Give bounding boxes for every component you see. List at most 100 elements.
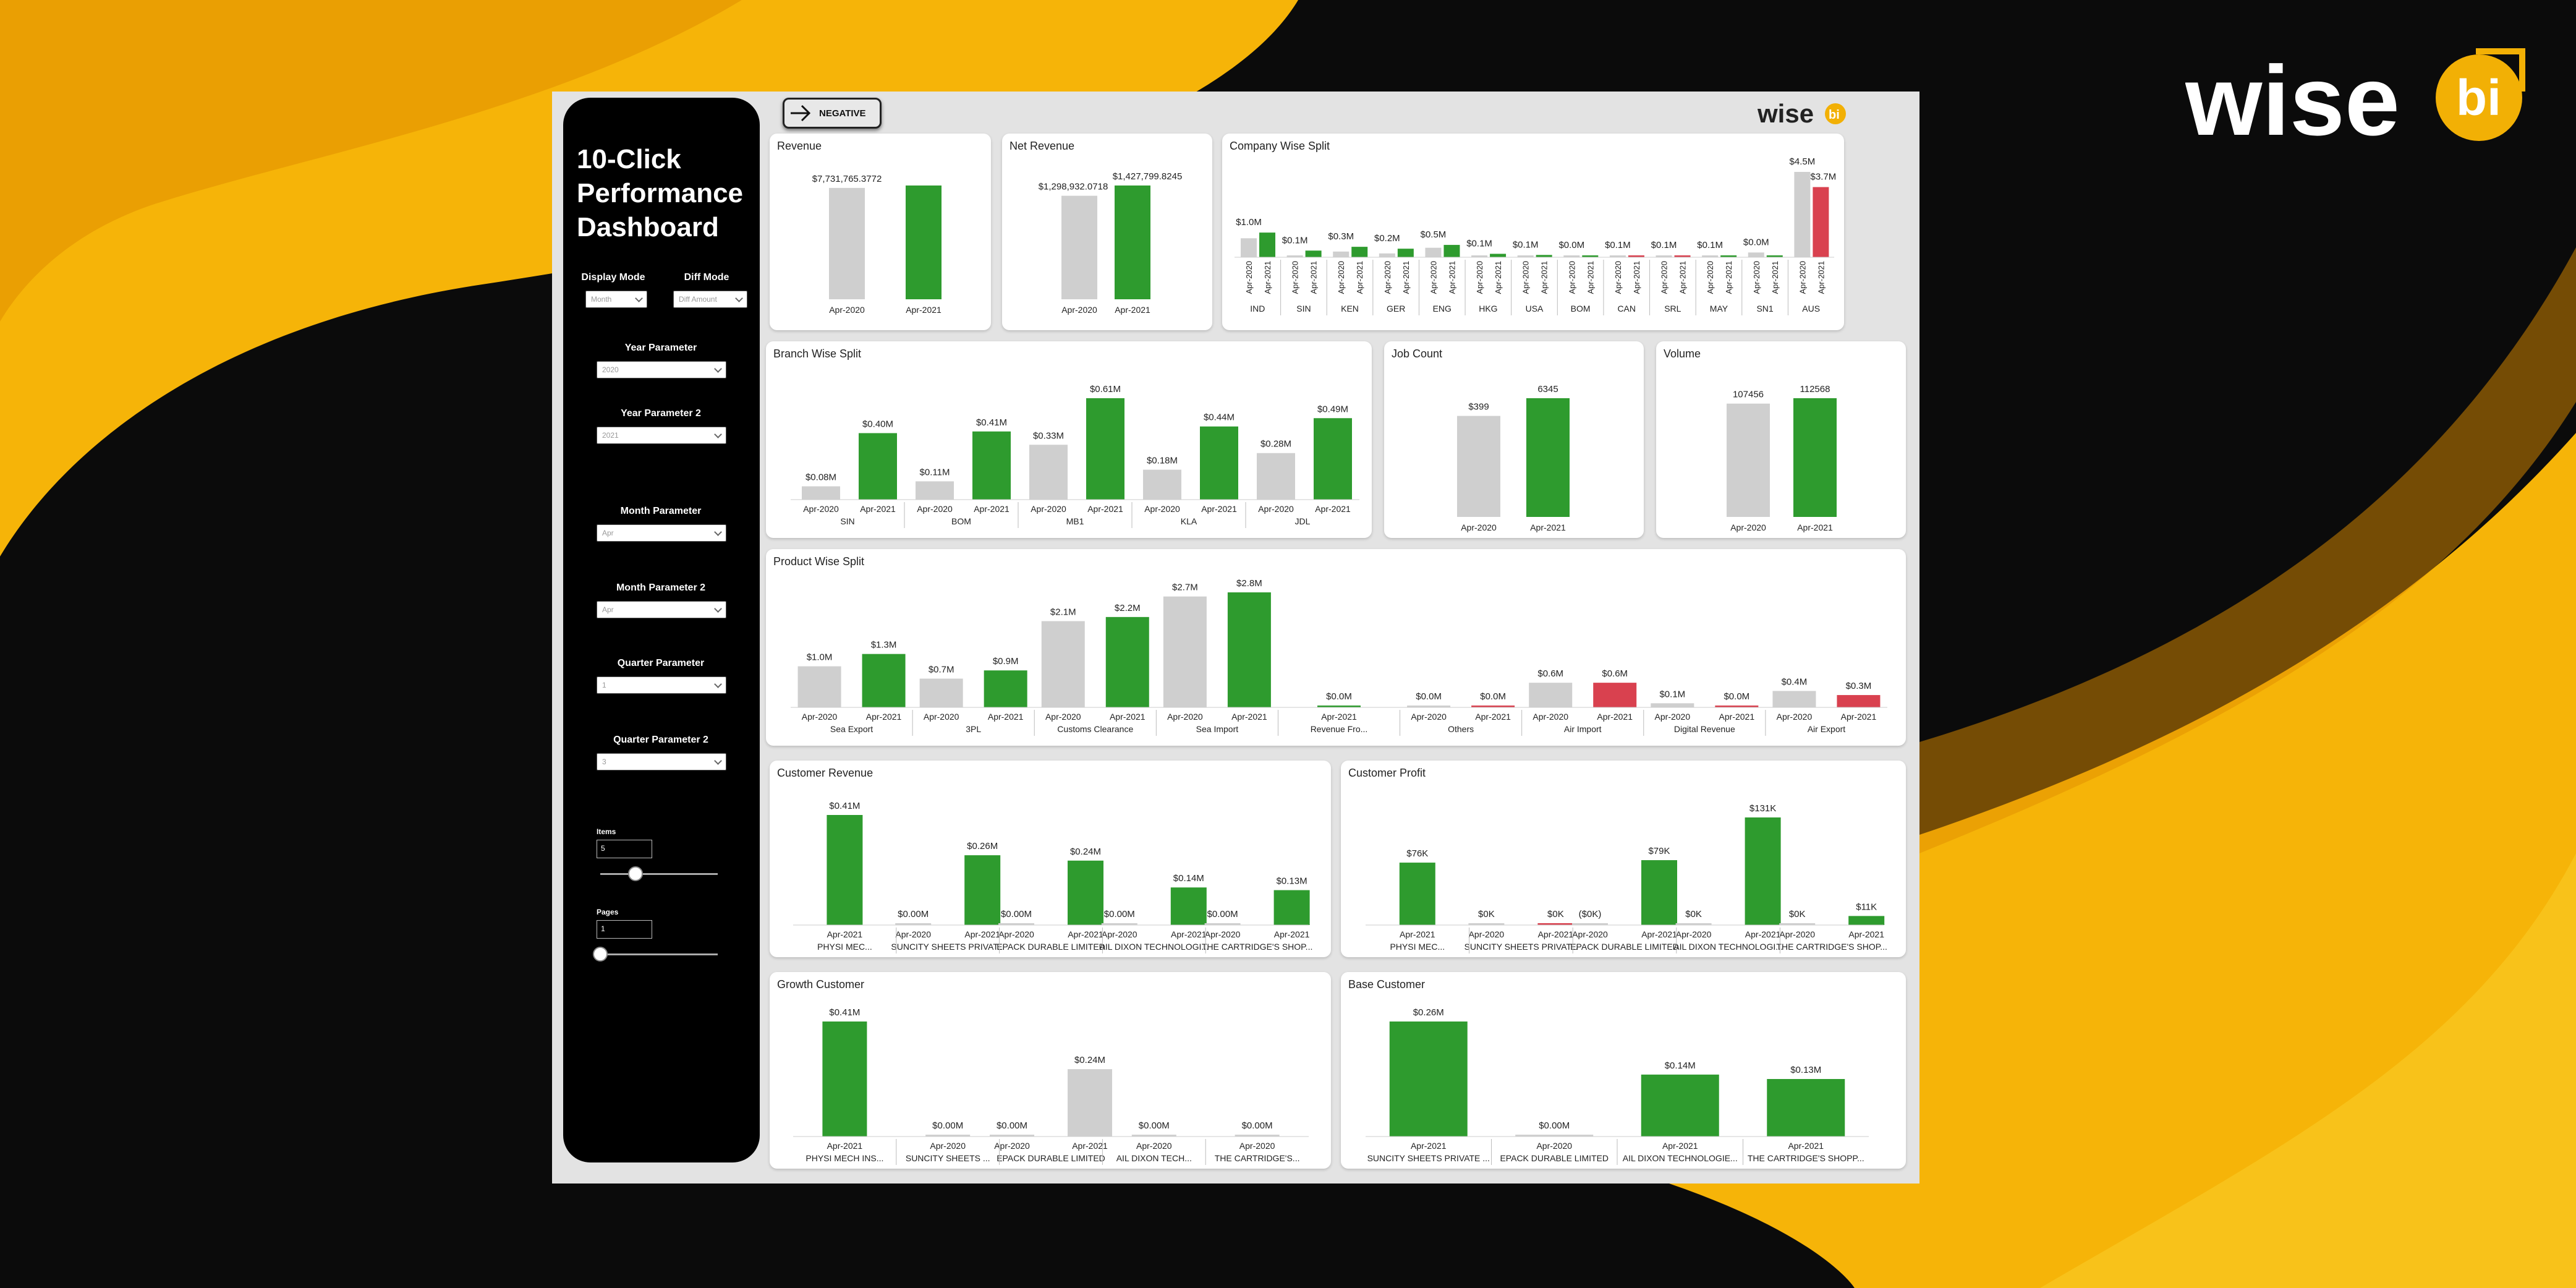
group-label: AIL DIXON TECHNOLOGIE...	[1623, 1153, 1738, 1163]
data-label: $79K	[1648, 846, 1670, 856]
diff-mode-select[interactable]: Diff Amount	[673, 291, 747, 308]
bar	[1572, 923, 1608, 925]
items-input[interactable]: 5	[597, 840, 652, 858]
branch-split-chart: $0.08M Apr-2020 $0.40M Apr-2021 SIN $0.11M Apr…	[791, 384, 1359, 528]
data-label: $0K	[1685, 909, 1702, 919]
x-tick-label: Apr-2021	[974, 504, 1010, 514]
job-count-chart: $399 Apr-2020 6345 Apr-2021	[1457, 384, 1570, 532]
x-tick-label: Apr-2021	[1274, 929, 1310, 939]
bar	[1794, 172, 1811, 257]
x-tick-label: Apr-2020	[1291, 261, 1300, 294]
data-label: $0.41M	[829, 1007, 860, 1018]
bar	[1105, 616, 1149, 707]
group-label: PHYSI MEC...	[1390, 942, 1445, 952]
month-parameter-select[interactable]: Apr	[597, 524, 726, 542]
x-tick-label: Apr-2021	[1171, 929, 1207, 939]
bar	[1471, 706, 1515, 707]
data-label: $0.18M	[1147, 456, 1178, 466]
display-mode-select[interactable]: Month	[585, 291, 647, 308]
data-label: $7,731,765.3772	[812, 174, 882, 184]
bar	[1379, 253, 1395, 257]
year-parameter-select[interactable]: 2020	[597, 361, 726, 378]
x-tick-label: Apr-2021	[827, 929, 863, 939]
x-tick-label: Apr-2020	[803, 504, 839, 514]
wise-logo: wise bi	[1758, 99, 1846, 127]
group-label: Customs Clearance	[1057, 724, 1133, 734]
group-label: Revenue Fro...	[1311, 724, 1368, 734]
pages-slider-handle[interactable]	[593, 947, 608, 962]
pages-input[interactable]: 1	[597, 920, 652, 939]
x-tick-label: Apr-2021	[988, 712, 1024, 722]
quarter-parameter-select[interactable]: 1	[597, 676, 726, 694]
x-tick-label: Apr-2021	[1411, 1141, 1447, 1151]
data-label: $0.1M	[1659, 689, 1685, 699]
group-label: AIL DIXON TECHNOLOGI...	[1100, 942, 1209, 952]
data-label: $0.0M	[1416, 691, 1442, 702]
data-label: $0.40M	[862, 419, 893, 429]
bar	[1779, 923, 1816, 925]
quarter-parameter-2-label: Quarter Parameter 2	[613, 735, 708, 745]
group-label: JDL	[1295, 516, 1311, 526]
group-label: PHYSI MEC...	[817, 942, 872, 952]
data-label: $2.8M	[1236, 578, 1262, 589]
net-revenue-chart: $1,298,932.0718 Apr-2020 $1,427,799.8245 Ap…	[1039, 171, 1183, 315]
bar	[972, 431, 1011, 500]
x-tick-label: Apr-2021	[1770, 261, 1780, 294]
group-label: Others	[1448, 724, 1474, 734]
diff-mode-label: Diff Mode	[684, 272, 729, 283]
group-label: SIN	[1296, 304, 1311, 313]
bar	[1537, 923, 1574, 925]
company-split-card: Company Wise Split $1.0M Apr-2020 Apr-2021…	[1222, 134, 1844, 330]
bar	[925, 1135, 971, 1137]
group-label: THE CARTRIDGE'S...	[1215, 1153, 1300, 1163]
bar	[1204, 923, 1241, 925]
bar	[1468, 923, 1505, 925]
x-tick-label: Apr-2021	[1447, 261, 1456, 294]
group-label: THE CARTRIDGE'S SHOPP...	[1748, 1153, 1864, 1163]
x-tick-label: Apr-2020	[1655, 712, 1691, 722]
group-label: EPACK DURABLE LIMITED	[997, 942, 1105, 952]
data-label: $11K	[1856, 902, 1877, 912]
company-split-title: Company Wise Split	[1230, 140, 1330, 152]
bar	[1333, 251, 1350, 257]
items-slider-track[interactable]	[600, 873, 718, 875]
x-tick-label: Apr-2020	[1258, 504, 1294, 514]
quarter-parameter-2-select[interactable]: 3	[597, 753, 726, 770]
x-tick-label: Apr-2021	[1087, 504, 1123, 514]
data-label: $76K	[1406, 848, 1428, 859]
items-slider-handle[interactable]	[628, 866, 643, 881]
bar	[802, 486, 840, 500]
negative-button[interactable]: NEGATIVE	[783, 98, 882, 129]
bar	[1656, 255, 1672, 257]
month-parameter-2-select[interactable]: Apr	[597, 601, 726, 618]
x-tick-label: Apr-2020	[1777, 712, 1813, 722]
data-label: $0.1M	[1282, 235, 1308, 245]
year-parameter-2-select[interactable]: 2021	[597, 427, 726, 444]
bar	[1200, 426, 1238, 500]
title-line: Performance	[577, 178, 744, 208]
group-label: SUNCITY SHEETS PRIVAT...	[1464, 942, 1578, 952]
x-tick-label: Apr-2021	[1719, 712, 1755, 722]
x-tick-label: Apr-2021	[1597, 712, 1633, 722]
group-label: SRL	[1664, 304, 1681, 313]
data-label: $3.7M	[1811, 172, 1837, 182]
x-tick-label: Apr-2020	[1136, 1141, 1172, 1151]
x-tick-label: Apr-2020	[1205, 929, 1241, 939]
brand-wordmark: wise	[2185, 45, 2400, 153]
bar	[829, 187, 865, 299]
bar	[1745, 817, 1781, 925]
bar	[1029, 445, 1068, 500]
bar	[1563, 255, 1580, 257]
bar	[1457, 416, 1500, 517]
pages-slider-track[interactable]	[600, 953, 718, 955]
x-tick-label: Apr-2021	[1641, 929, 1677, 939]
bar	[1536, 255, 1552, 257]
x-tick-label: Apr-2021	[1355, 261, 1364, 294]
bar	[1257, 453, 1295, 500]
data-label: $1.0M	[1236, 217, 1262, 228]
x-tick-label: Apr-2021	[1816, 261, 1826, 294]
x-tick-label: Apr-2020	[1144, 504, 1180, 514]
data-label: $0.28M	[1260, 439, 1291, 450]
bar	[1628, 255, 1644, 257]
data-label: $0.5M	[1421, 229, 1447, 240]
